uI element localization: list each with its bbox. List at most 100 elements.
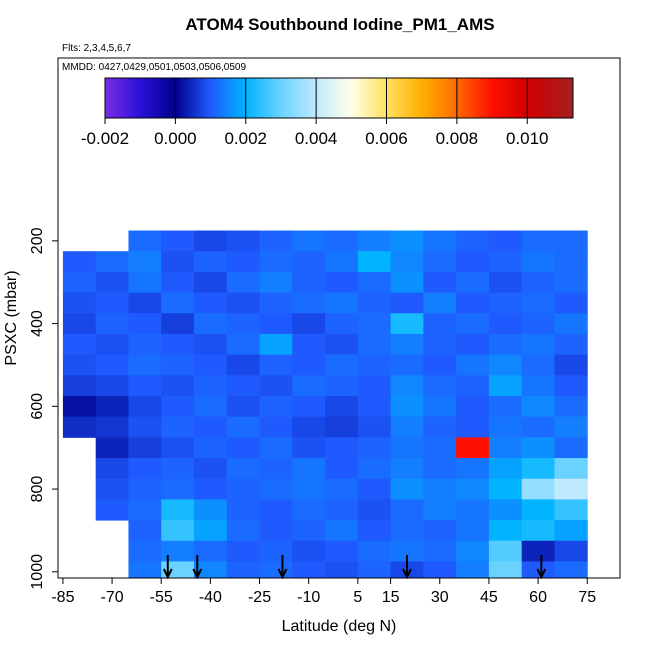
cell — [456, 395, 490, 418]
cell — [488, 251, 523, 273]
cell — [488, 395, 523, 418]
arrow — [536, 555, 547, 580]
cell — [521, 375, 555, 397]
cell — [521, 395, 555, 418]
cell — [456, 437, 490, 459]
cell — [456, 313, 490, 335]
cell — [423, 540, 457, 562]
cell — [226, 458, 261, 480]
cell — [488, 540, 523, 562]
cell — [456, 375, 490, 397]
x-tick-label: -25 — [248, 589, 271, 606]
cell — [259, 416, 293, 438]
cell — [554, 499, 588, 521]
cell — [226, 251, 261, 273]
cell — [521, 458, 555, 480]
cell — [423, 354, 457, 376]
cell — [554, 292, 588, 314]
cell — [95, 271, 129, 294]
cell — [423, 251, 457, 273]
cell — [161, 499, 195, 521]
cell — [193, 458, 228, 480]
cell — [521, 478, 555, 500]
cell — [128, 499, 162, 521]
cell — [325, 354, 359, 376]
cell — [95, 251, 129, 273]
x-tick-label: 75 — [578, 589, 596, 606]
cell — [226, 375, 261, 397]
cell — [357, 458, 392, 480]
cell — [521, 292, 555, 314]
cell — [390, 540, 424, 562]
cell — [128, 520, 162, 542]
cell — [521, 271, 555, 294]
cell — [521, 520, 555, 542]
cell — [423, 375, 457, 397]
x-tick-label: -10 — [297, 589, 320, 606]
cell — [554, 333, 588, 356]
cell — [488, 437, 523, 459]
cell — [292, 313, 326, 335]
cell — [161, 271, 195, 294]
cell — [193, 375, 228, 397]
cell — [95, 478, 129, 500]
cell — [521, 540, 555, 562]
cell — [292, 271, 326, 294]
cell — [554, 395, 588, 418]
cell — [161, 540, 195, 562]
cell — [357, 375, 392, 397]
cell — [193, 354, 228, 376]
cell — [325, 292, 359, 314]
cell — [554, 540, 588, 562]
cell — [325, 230, 359, 252]
arrow — [402, 555, 412, 580]
cell — [128, 333, 162, 356]
cell — [390, 520, 424, 542]
cell — [488, 520, 523, 542]
cell — [128, 395, 162, 418]
cell — [325, 271, 359, 294]
colorbar-tick-label: -0.002 — [81, 129, 129, 148]
cell — [226, 333, 261, 356]
cell — [292, 499, 326, 521]
cell — [226, 437, 261, 459]
x-tick-label: 30 — [431, 589, 449, 606]
cell — [62, 375, 97, 397]
colorbar-tick-label: 0.002 — [224, 129, 267, 148]
cell — [128, 437, 162, 459]
cell — [554, 458, 588, 480]
cell — [488, 561, 523, 578]
cell — [325, 375, 359, 397]
cell — [390, 251, 424, 273]
cell — [193, 540, 228, 562]
cell — [95, 333, 129, 356]
cell — [259, 354, 293, 376]
cell — [488, 230, 523, 252]
cell — [292, 561, 326, 578]
colorbar-tick-label: 0.004 — [295, 129, 338, 148]
cell — [554, 437, 588, 459]
cell — [554, 520, 588, 542]
cell — [161, 313, 195, 335]
cell — [193, 333, 228, 356]
cell — [357, 251, 392, 273]
cell — [95, 458, 129, 480]
cell — [259, 520, 293, 542]
cell — [390, 292, 424, 314]
cell — [325, 478, 359, 500]
arrow — [192, 555, 203, 580]
cell — [357, 333, 392, 356]
cell — [456, 271, 490, 294]
cell — [62, 333, 97, 356]
cell — [390, 437, 424, 459]
cell — [325, 520, 359, 542]
cell — [488, 416, 523, 438]
cell — [390, 478, 424, 500]
cell — [193, 292, 228, 314]
cell — [488, 375, 523, 397]
cell — [554, 230, 588, 252]
cell — [456, 561, 490, 578]
cell — [226, 230, 261, 252]
cell — [423, 292, 457, 314]
